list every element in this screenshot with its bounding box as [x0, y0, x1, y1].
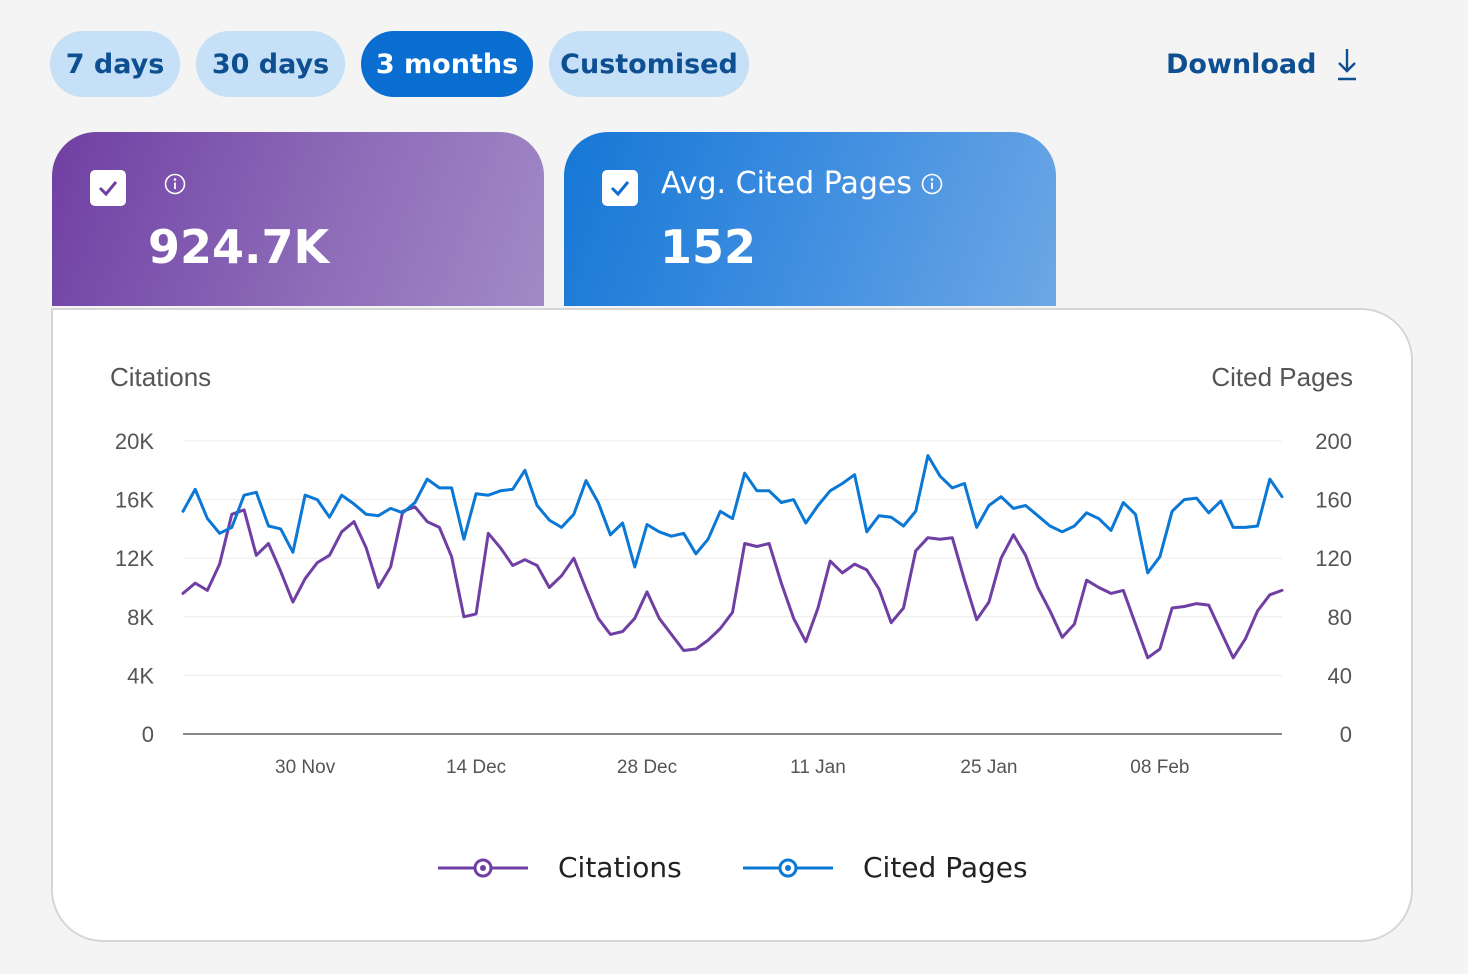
range-3-months-button[interactable]: 3 months [361, 31, 533, 97]
cited-pages-metric-card[interactable]: Avg. Cited Pages 152 [564, 132, 1056, 306]
range-customised-button[interactable]: Customised [549, 31, 749, 97]
checkmark-icon [98, 181, 118, 197]
citations-legend-icon [438, 858, 528, 877]
citations-metric-card[interactable]: 924.7K [52, 132, 544, 306]
download-icon [1338, 49, 1357, 81]
legend-item-citations[interactable]: Citations [438, 851, 682, 884]
chart-panel [51, 308, 1413, 942]
download-label: Download [1166, 48, 1317, 80]
checkmark-icon [610, 181, 630, 197]
cited-pages-checkbox[interactable] [602, 170, 638, 206]
cited-pages-card-label: Avg. Cited Pages [661, 166, 912, 201]
info-icon[interactable] [164, 173, 186, 195]
download-button[interactable]: Download [1166, 42, 1358, 86]
citations-checkbox[interactable] [90, 170, 126, 206]
range-30-days-button[interactable]: 30 days [196, 31, 345, 97]
range-7-days-button[interactable]: 7 days [50, 31, 180, 97]
cited-pages-legend-icon [743, 858, 833, 877]
citations-card-value: 924.7K [148, 220, 330, 274]
info-icon[interactable] [921, 173, 943, 195]
cited-pages-card-value: 152 [660, 220, 757, 274]
legend-label-citations: Citations [558, 851, 682, 884]
legend-item-cited-pages[interactable]: Cited Pages [743, 851, 1028, 884]
legend-label-cited-pages: Cited Pages [863, 851, 1028, 884]
